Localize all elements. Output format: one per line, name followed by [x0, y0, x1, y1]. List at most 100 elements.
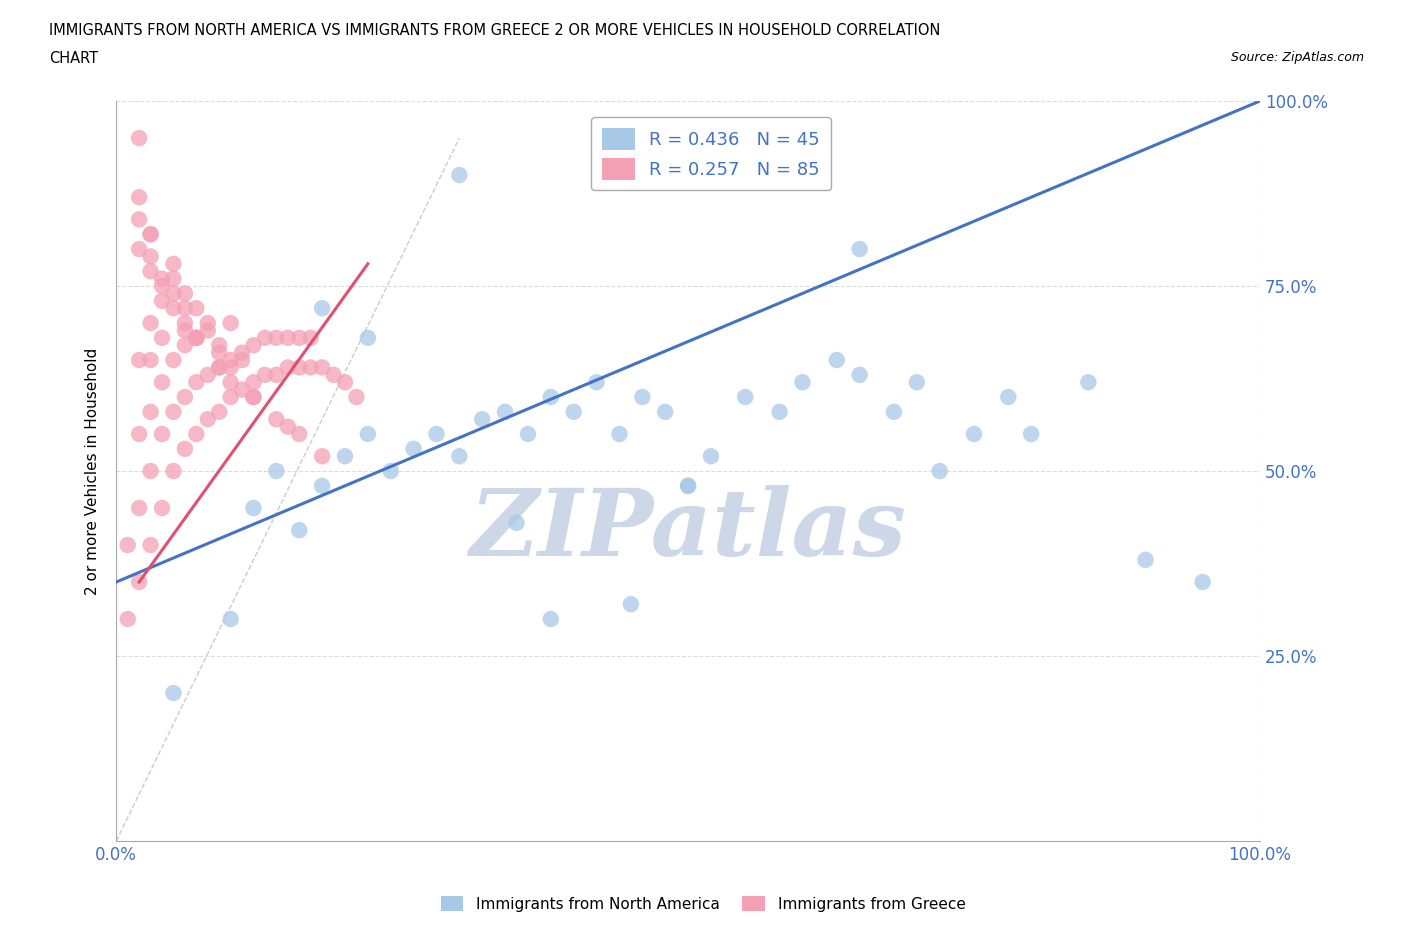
- Point: [173, 315, 195, 330]
- Point: [540, 612, 562, 627]
- Point: [139, 352, 162, 367]
- Point: [266, 367, 288, 382]
- Point: [219, 315, 242, 330]
- Point: [734, 390, 756, 405]
- Point: [242, 390, 264, 405]
- Point: [1135, 552, 1157, 567]
- Point: [242, 390, 264, 405]
- Point: [449, 167, 471, 182]
- Point: [253, 367, 276, 382]
- Point: [117, 538, 139, 552]
- Point: [186, 427, 208, 442]
- Point: [128, 575, 150, 590]
- Point: [242, 338, 264, 352]
- Point: [357, 330, 380, 345]
- Point: [208, 345, 231, 360]
- Text: Source: ZipAtlas.com: Source: ZipAtlas.com: [1230, 51, 1364, 64]
- Point: [162, 286, 184, 301]
- Point: [402, 442, 425, 457]
- Point: [150, 500, 173, 515]
- Text: IMMIGRANTS FROM NORTH AMERICA VS IMMIGRANTS FROM GREECE 2 OR MORE VEHICLES IN HO: IMMIGRANTS FROM NORTH AMERICA VS IMMIGRA…: [49, 23, 941, 38]
- Point: [173, 323, 195, 338]
- Point: [186, 330, 208, 345]
- Point: [162, 257, 184, 272]
- Point: [208, 360, 231, 375]
- Point: [700, 449, 723, 464]
- Point: [288, 427, 311, 442]
- Point: [883, 405, 905, 419]
- Point: [128, 190, 150, 205]
- Point: [150, 427, 173, 442]
- Point: [219, 390, 242, 405]
- Point: [266, 330, 288, 345]
- Point: [333, 375, 356, 390]
- Point: [540, 390, 562, 405]
- Point: [139, 463, 162, 478]
- Point: [333, 449, 356, 464]
- Point: [848, 242, 870, 257]
- Point: [139, 315, 162, 330]
- Point: [208, 405, 231, 419]
- Point: [186, 300, 208, 315]
- Point: [128, 352, 150, 367]
- Point: [266, 412, 288, 427]
- Point: [128, 427, 150, 442]
- Point: [266, 463, 288, 478]
- Point: [277, 419, 299, 434]
- Point: [242, 375, 264, 390]
- Point: [139, 249, 162, 264]
- Point: [139, 227, 162, 242]
- Point: [219, 360, 242, 375]
- Point: [197, 367, 219, 382]
- Point: [928, 463, 950, 478]
- Point: [620, 597, 643, 612]
- Point: [162, 272, 184, 286]
- Point: [288, 360, 311, 375]
- Point: [231, 345, 253, 360]
- Point: [517, 427, 540, 442]
- Point: [676, 478, 699, 493]
- Point: [173, 300, 195, 315]
- Point: [231, 352, 253, 367]
- Point: [128, 130, 150, 145]
- Point: [150, 330, 173, 345]
- Point: [128, 500, 150, 515]
- Point: [311, 478, 333, 493]
- Point: [471, 412, 494, 427]
- Point: [208, 360, 231, 375]
- Point: [494, 405, 516, 419]
- Legend: R = 0.436   N = 45, R = 0.257   N = 85: R = 0.436 N = 45, R = 0.257 N = 85: [592, 117, 831, 191]
- Point: [311, 300, 333, 315]
- Point: [173, 442, 195, 457]
- Point: [346, 390, 368, 405]
- Point: [242, 500, 264, 515]
- Point: [609, 427, 631, 442]
- Point: [277, 360, 299, 375]
- Point: [997, 390, 1019, 405]
- Point: [117, 612, 139, 627]
- Point: [505, 515, 527, 530]
- Point: [139, 227, 162, 242]
- Point: [311, 449, 333, 464]
- Point: [150, 293, 173, 308]
- Point: [186, 330, 208, 345]
- Point: [963, 427, 986, 442]
- Point: [128, 242, 150, 257]
- Point: [197, 412, 219, 427]
- Point: [585, 375, 607, 390]
- Point: [562, 405, 585, 419]
- Point: [449, 449, 471, 464]
- Point: [139, 405, 162, 419]
- Point: [380, 463, 402, 478]
- Point: [1019, 427, 1042, 442]
- Point: [654, 405, 676, 419]
- Point: [299, 360, 322, 375]
- Point: [173, 286, 195, 301]
- Point: [162, 352, 184, 367]
- Point: [288, 523, 311, 538]
- Point: [139, 538, 162, 552]
- Legend: Immigrants from North America, Immigrants from Greece: Immigrants from North America, Immigrant…: [434, 889, 972, 918]
- Text: ZIPatlas: ZIPatlas: [470, 485, 907, 576]
- Text: CHART: CHART: [49, 51, 98, 66]
- Point: [128, 212, 150, 227]
